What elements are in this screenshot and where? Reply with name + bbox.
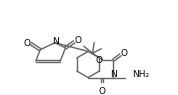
Text: O: O [24, 39, 31, 48]
Text: O: O [120, 49, 127, 58]
Text: N: N [52, 37, 58, 46]
Text: O: O [74, 36, 81, 46]
Text: N: N [110, 70, 117, 79]
Text: NH₂: NH₂ [132, 70, 149, 79]
Text: O: O [96, 56, 103, 65]
Text: O: O [99, 87, 106, 95]
